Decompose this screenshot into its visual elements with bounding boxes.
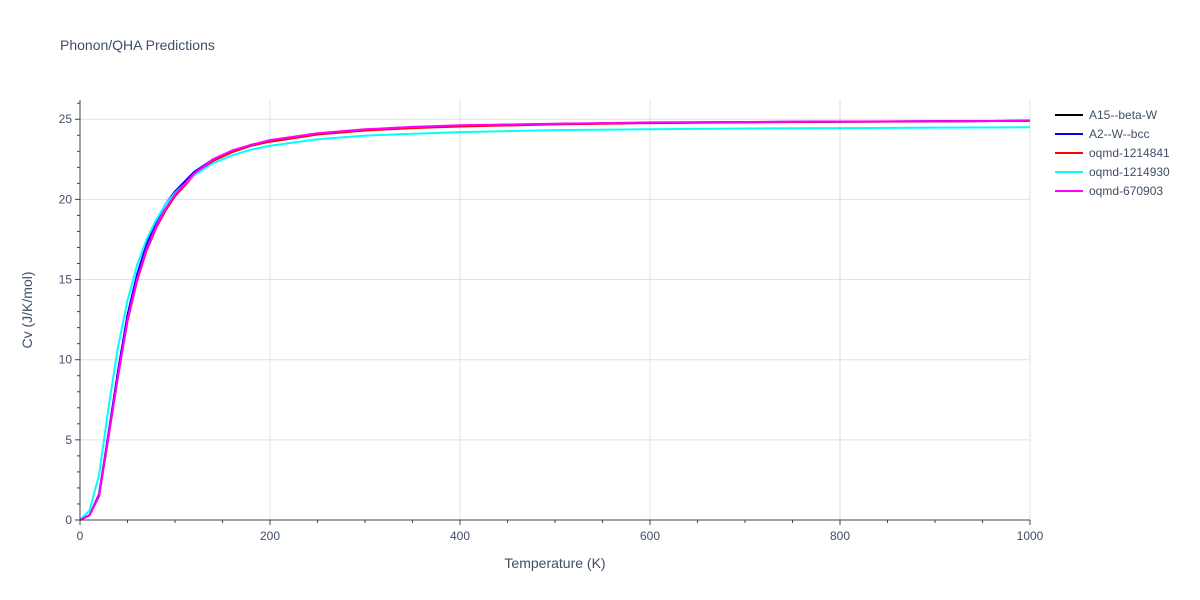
x-axis-label: Temperature (K) bbox=[504, 555, 605, 571]
x-tick-label: 200 bbox=[260, 529, 280, 543]
y-tick-label: 5 bbox=[65, 433, 72, 447]
x-tick-label: 600 bbox=[640, 529, 660, 543]
x-tick-label: 1000 bbox=[1017, 529, 1044, 543]
legend-label: oqmd-1214930 bbox=[1089, 165, 1170, 179]
x-tick-label: 400 bbox=[450, 529, 470, 543]
y-axis-label: Cv (J/K/mol) bbox=[19, 272, 35, 349]
plot-area bbox=[79, 119, 1031, 521]
gridlines bbox=[80, 100, 1031, 520]
legend-label: A2--W--bcc bbox=[1089, 127, 1149, 141]
legend-label: A15--beta-W bbox=[1089, 108, 1158, 122]
y-axis-ticks: 0 5 10 15 20 25 bbox=[59, 102, 80, 527]
series-line-A15--beta-W bbox=[79, 119, 1031, 521]
series-line-oqmd-1214841 bbox=[79, 119, 1031, 521]
legend-label: oqmd-1214841 bbox=[1089, 146, 1170, 160]
x-tick-label: 800 bbox=[830, 529, 850, 543]
axes bbox=[79, 100, 1030, 521]
series-line-oqmd-1214930 bbox=[79, 126, 1031, 521]
y-tick-label: 15 bbox=[59, 273, 73, 287]
series-line-oqmd-670903 bbox=[79, 119, 1031, 521]
y-tick-label: 25 bbox=[59, 112, 73, 126]
legend: A15--beta-W A2--W--bcc oqmd-1214841 oqmd-12… bbox=[1055, 108, 1170, 198]
y-tick-label: 10 bbox=[59, 353, 73, 367]
x-axis-ticks: 0 200 400 600 800 1000 bbox=[77, 520, 1044, 543]
series-line-A2--W--bcc bbox=[79, 119, 1031, 521]
y-tick-label: 20 bbox=[59, 192, 73, 206]
y-tick-label: 0 bbox=[65, 513, 72, 527]
x-tick-label: 0 bbox=[77, 529, 84, 543]
legend-label: oqmd-670903 bbox=[1089, 184, 1163, 198]
chart-title: Phonon/QHA Predictions bbox=[60, 37, 215, 53]
